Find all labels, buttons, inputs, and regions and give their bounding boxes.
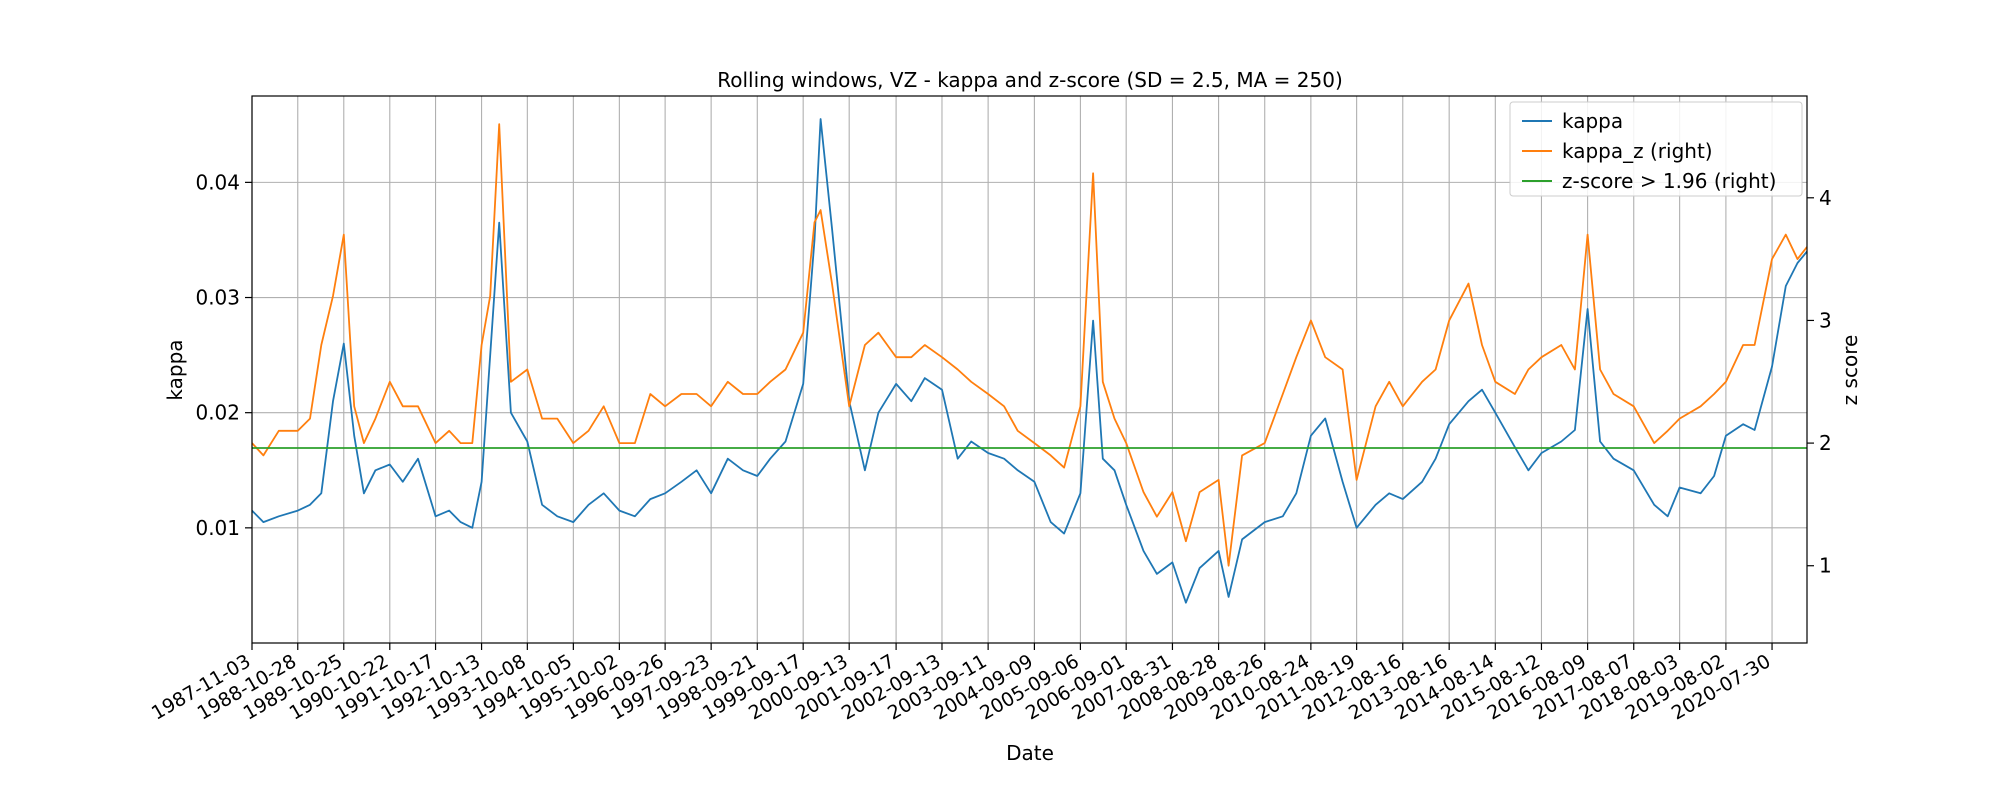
legend: kappa kappa_z (right) z-score > 1.96 (righ… xyxy=(1509,101,1803,197)
y-right-tick-label: 4 xyxy=(1819,186,1832,210)
y-right-tick-label: 1 xyxy=(1819,554,1832,578)
y-right-tick-label: 3 xyxy=(1819,308,1832,332)
y-tick-label: 0.02 xyxy=(195,401,240,425)
y-axis-left: 0.01 0.02 0.03 0.04 xyxy=(195,170,252,540)
legend-box xyxy=(1509,101,1803,197)
plot-area xyxy=(251,118,1808,604)
y-axis-right: 1 2 3 4 xyxy=(1807,186,1832,578)
y-right-tick-label: 2 xyxy=(1819,431,1832,455)
legend-label: kappa_z (right) xyxy=(1562,139,1713,163)
y-axis-label-right: z score xyxy=(1838,335,1862,406)
legend-label: z-score > 1.96 (right) xyxy=(1562,169,1776,193)
y-tick-label: 0.04 xyxy=(195,170,240,194)
y-tick-label: 0.03 xyxy=(195,286,240,310)
series-line-kappa xyxy=(251,118,1808,604)
legend-label: kappa xyxy=(1562,109,1623,133)
y-axis-label: kappa xyxy=(163,339,187,400)
y-tick-label: 0.01 xyxy=(195,516,240,540)
plot-frame xyxy=(251,95,1808,644)
x-axis-label: Date xyxy=(1006,741,1054,765)
series-line-kappa-z-right xyxy=(251,123,1808,567)
chart-title: Rolling windows, VZ - kappa and z-score … xyxy=(717,68,1343,92)
